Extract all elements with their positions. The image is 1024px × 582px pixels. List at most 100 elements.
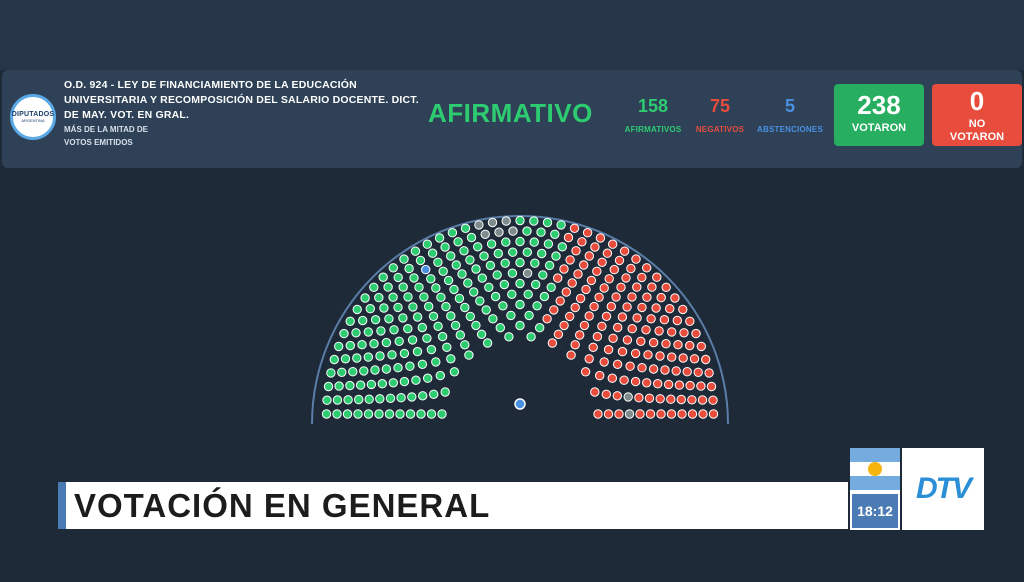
seat — [492, 270, 502, 280]
seat — [544, 260, 555, 271]
seat — [653, 379, 663, 389]
seat — [623, 392, 633, 402]
seat — [559, 264, 569, 274]
seat — [676, 394, 686, 405]
seat — [621, 273, 631, 283]
seat — [351, 328, 361, 338]
seat — [547, 338, 558, 348]
seat — [569, 223, 580, 233]
seat — [393, 272, 403, 283]
seat — [464, 350, 474, 360]
seat — [417, 322, 428, 333]
seat — [374, 292, 384, 303]
seat — [369, 339, 379, 349]
seat — [636, 336, 646, 347]
seat — [423, 373, 433, 383]
seat — [342, 409, 353, 419]
seat — [526, 332, 536, 342]
seat — [501, 237, 511, 247]
seat — [329, 354, 339, 365]
seat — [393, 363, 403, 373]
seat — [635, 409, 645, 419]
seat — [450, 320, 461, 331]
seat — [619, 246, 630, 256]
seat — [642, 378, 652, 388]
not-voted-label: NO VOTARON — [949, 118, 1005, 143]
seat — [522, 247, 533, 257]
abstention-label: ABSTENCIONES — [757, 125, 823, 134]
seat — [590, 242, 600, 252]
seat — [453, 237, 463, 247]
seat — [394, 336, 404, 347]
seat — [416, 409, 426, 419]
voted-label: VOTARON — [851, 122, 907, 134]
seat — [348, 367, 358, 377]
seat — [353, 409, 363, 419]
affirmative-stat: 158 AFIRMATIVOS — [622, 95, 684, 134]
seat — [363, 352, 374, 362]
seat — [592, 266, 602, 277]
seat — [607, 373, 617, 383]
seat — [642, 263, 652, 273]
seat — [553, 273, 563, 283]
seat — [440, 387, 450, 397]
seat — [584, 251, 594, 261]
seat — [398, 313, 408, 323]
seat — [447, 228, 458, 238]
seat — [388, 292, 398, 302]
seat — [647, 282, 657, 292]
seat — [687, 395, 697, 405]
seat — [697, 395, 708, 405]
seat — [515, 320, 525, 331]
seat — [706, 381, 717, 392]
seat — [366, 379, 377, 390]
seat — [595, 233, 606, 243]
seat — [323, 381, 334, 392]
seat — [557, 242, 567, 252]
seat — [632, 282, 642, 292]
seat — [685, 340, 695, 351]
seat — [575, 293, 586, 304]
seat — [449, 367, 460, 377]
seat — [411, 375, 421, 385]
seat — [674, 380, 685, 390]
seat — [614, 255, 625, 266]
seat — [625, 361, 635, 371]
negative-stat: 75 NEGATIVOS — [692, 95, 748, 134]
seat — [451, 260, 462, 270]
seat — [437, 409, 447, 419]
seat — [532, 301, 542, 311]
seat — [398, 282, 408, 292]
seat — [586, 275, 597, 286]
seat — [484, 282, 494, 293]
seat — [542, 217, 553, 228]
lower-third-caption: VOTACIÓN EN GENERAL — [58, 482, 848, 529]
seat — [457, 269, 467, 279]
affirmative-label: AFIRMATIVOS — [624, 125, 682, 134]
seat — [501, 216, 511, 226]
seat — [388, 263, 399, 273]
seat — [486, 239, 497, 249]
seat — [379, 303, 389, 313]
seat — [433, 257, 443, 268]
seat — [352, 304, 362, 315]
seat — [455, 330, 466, 340]
seat — [670, 293, 680, 303]
seat — [340, 354, 351, 364]
seat — [427, 248, 438, 258]
seat — [337, 367, 347, 378]
seat — [555, 296, 565, 306]
seat — [696, 381, 706, 391]
seat — [477, 273, 488, 283]
seat — [696, 341, 706, 352]
seat — [529, 237, 539, 247]
seat — [376, 326, 386, 336]
seat — [332, 395, 343, 405]
seat — [708, 395, 718, 405]
seat — [678, 304, 688, 315]
seat — [689, 354, 700, 364]
seat — [666, 394, 676, 404]
seat — [399, 254, 409, 264]
seat — [582, 228, 593, 238]
seat — [655, 394, 665, 404]
